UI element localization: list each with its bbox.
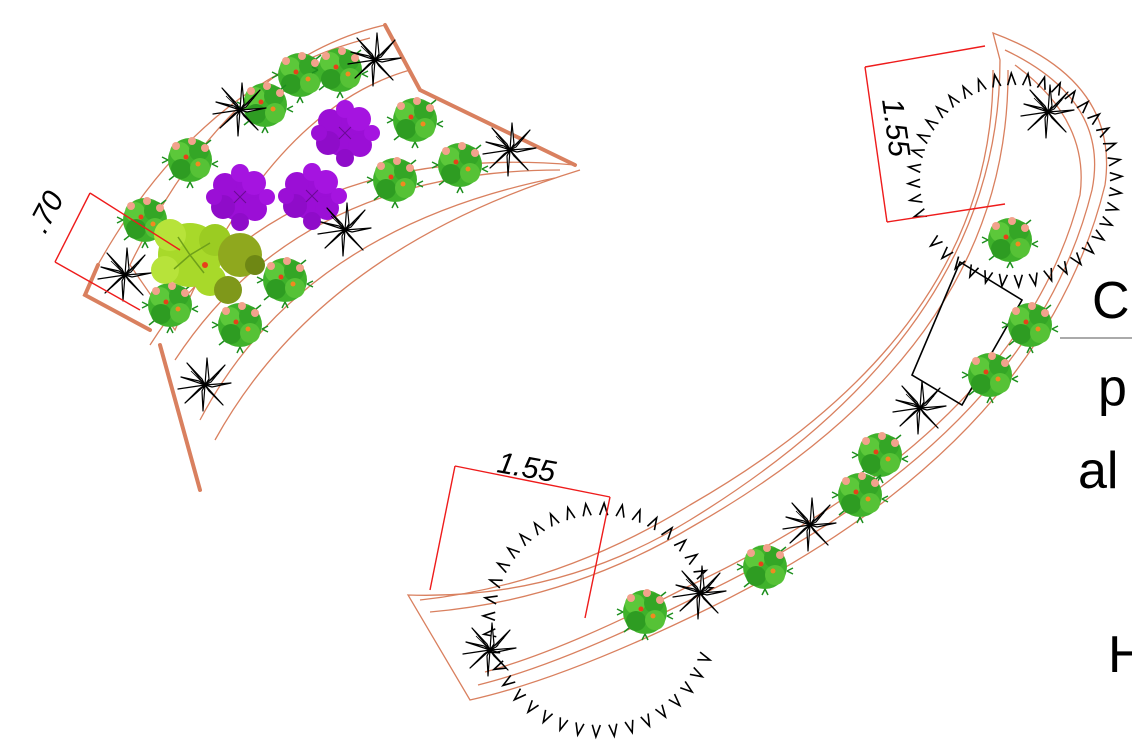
cut-text-line1: C (1092, 272, 1130, 330)
shrub-green (386, 96, 444, 149)
agave-plant (892, 380, 947, 435)
grass-tuft (1098, 215, 1115, 230)
shrub-green (1001, 301, 1059, 354)
shrub-green (141, 281, 199, 334)
grass-tuft (667, 693, 684, 710)
shrub-green (736, 543, 794, 596)
grass-tuft (524, 699, 540, 716)
grass-tuft (1108, 171, 1123, 182)
grass-tuft (580, 502, 592, 518)
grass-tuft (1108, 186, 1123, 198)
grass-tuft (945, 92, 961, 109)
bed-right-outline-outer (406, 31, 1108, 701)
bed-right-arc-3 (419, 69, 994, 601)
grass-tuft (494, 558, 511, 574)
grass-tuft (482, 628, 498, 640)
grass-tuft (639, 712, 654, 729)
grass-tuft (608, 722, 620, 738)
agave-plant (97, 247, 152, 302)
grass-tuft (689, 666, 706, 682)
grass-tuft (624, 718, 637, 735)
dimension-right-top: 1.55 (864, 45, 1006, 223)
grass-tuft (572, 721, 585, 737)
shrub-green (981, 216, 1039, 269)
grass-tuft (673, 536, 690, 553)
grass-tuft (907, 162, 922, 174)
cut-text-line2: p (1098, 359, 1127, 417)
grass-tuft (912, 207, 928, 222)
grass-tuft (908, 193, 924, 206)
dimension-label-right-bottom: 1.55 (495, 446, 559, 489)
grass-tuft (516, 530, 533, 547)
bench-outline (910, 260, 1024, 407)
bed-right: 1.55 1.55 (406, 31, 1123, 738)
grass-tuft (907, 178, 922, 189)
grass-tuft (1076, 98, 1092, 115)
bed-right-arc-2 (484, 64, 1082, 673)
grass-tuft (538, 709, 554, 726)
shrub-green (431, 141, 489, 194)
grass-tuft (938, 245, 954, 262)
grass-tuft (1104, 201, 1120, 215)
cut-text-line3: al (1078, 442, 1118, 500)
grass-tuft (530, 520, 546, 537)
grass-tuft (1028, 271, 1041, 287)
grass-tuft (1080, 241, 1097, 257)
bed-left-edge-bottom (158, 343, 202, 492)
grass-tuft (1063, 88, 1079, 105)
bed-left: .70 (22, 23, 581, 492)
grass-tuft (563, 505, 576, 522)
grass-tuft (591, 723, 602, 738)
shrub-purple (310, 99, 381, 168)
cut-off-title: C p al H (1060, 272, 1132, 684)
dimension-right-bottom: 1.55 (429, 446, 611, 619)
grass-tuft (500, 674, 517, 690)
grass-tuft (1106, 154, 1122, 167)
shrub-green (256, 256, 314, 309)
shrub-green (211, 301, 269, 354)
bed-right-arc-1 (477, 49, 1096, 686)
grass-tuft (615, 503, 628, 519)
grass-tuft (958, 83, 974, 100)
bed-right-arc-4 (429, 69, 1009, 613)
shrub-green (616, 588, 674, 641)
cut-text-line4: H (1108, 626, 1132, 684)
grass-tuft (1036, 75, 1050, 91)
grass-tuft (555, 716, 569, 733)
agave-plant (482, 122, 537, 177)
grass-tuft (683, 550, 700, 566)
grass-tuft (1090, 228, 1107, 244)
tree-lime (151, 219, 265, 304)
grass-ring-bottom (482, 502, 715, 738)
grass-tuft (1056, 260, 1072, 277)
grass-tuft (546, 511, 561, 528)
agave-plant (672, 565, 727, 620)
bed-left-arc-4 (199, 177, 556, 421)
grass-tuft (482, 611, 497, 622)
grass-tuft (504, 544, 521, 560)
bed-left-edge-left (82, 263, 152, 332)
bed-left-edge-top (383, 23, 577, 167)
grass-tuft (696, 651, 713, 665)
shrub-green (161, 136, 219, 189)
grass-tuft (631, 507, 645, 524)
grass-tuft (1021, 72, 1033, 87)
grass-tuft (679, 680, 696, 696)
grass-tuft (933, 103, 950, 119)
grass-tuft (923, 116, 940, 132)
grass-tuft (997, 273, 1009, 288)
grass-tuft (973, 77, 988, 93)
dimension-label-right-top: 1.55 (875, 96, 916, 159)
bed-left-arc-5 (214, 169, 581, 441)
dimension-label-left: .70 (22, 186, 71, 239)
agave-plant (177, 357, 232, 412)
agave-plant (782, 497, 837, 552)
grass-tuft (1013, 273, 1024, 288)
grass-tuft (927, 234, 944, 250)
grass-tuft (510, 687, 527, 704)
grass-tuft (915, 130, 932, 145)
grass-tuft (654, 703, 670, 720)
